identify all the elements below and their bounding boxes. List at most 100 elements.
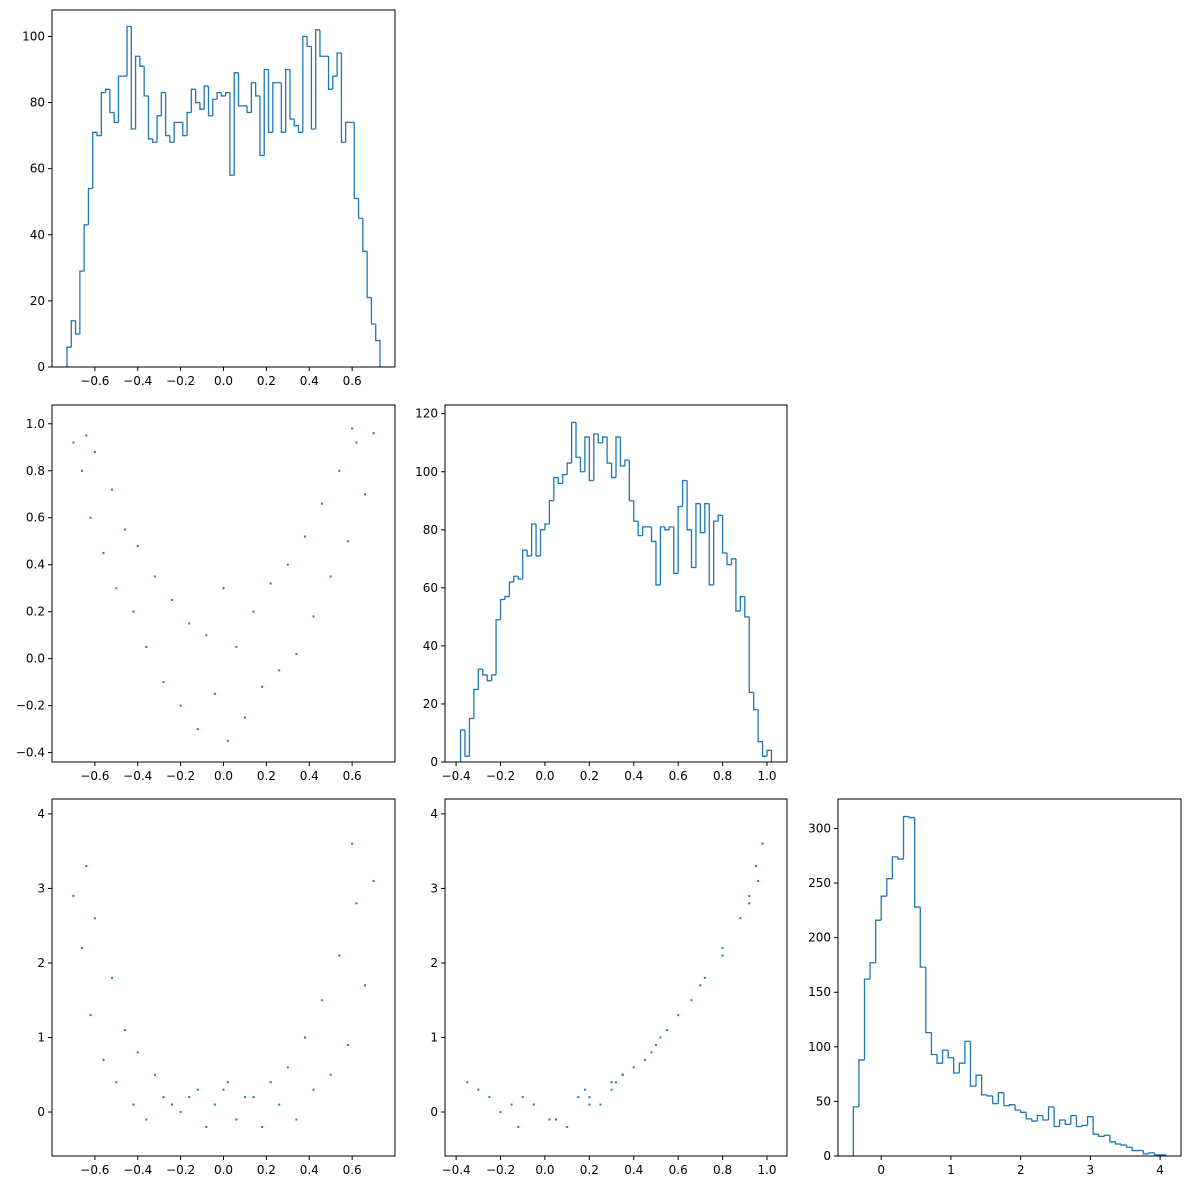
- x-tick-label: −0.6: [80, 769, 109, 783]
- scatter-point: [243, 1096, 246, 1099]
- y-tick-label: 0.2: [26, 605, 45, 619]
- histogram-bin: [597, 434, 603, 444]
- scatter-point: [488, 1096, 491, 1099]
- histogram-bin: [310, 46, 316, 130]
- scatter-point: [269, 582, 272, 585]
- histogram-bin: [1047, 1106, 1055, 1120]
- scatter-point: [521, 1096, 524, 1099]
- histogram-bin: [370, 297, 376, 325]
- histogram-bin: [293, 119, 299, 127]
- histogram-bin: [914, 817, 921, 908]
- histogram-bin: [619, 436, 625, 467]
- scatter-point: [72, 441, 75, 444]
- y-tick-label: 0: [430, 1105, 438, 1119]
- histogram-bin: [852, 1106, 859, 1156]
- histogram-bin: [117, 75, 123, 123]
- histogram-bin: [681, 479, 688, 507]
- histogram-bin: [272, 82, 278, 133]
- y-tick-label: 40: [30, 228, 45, 242]
- histogram-bin: [216, 91, 222, 100]
- histogram-bin: [668, 526, 674, 530]
- histogram-bin: [1120, 1143, 1127, 1146]
- y-tick-label: 0.6: [26, 511, 45, 525]
- histogram-bin: [980, 1075, 988, 1096]
- histogram-bin: [997, 1092, 1004, 1104]
- histogram-bin: [548, 500, 554, 524]
- scatter-point: [179, 1111, 182, 1114]
- scatter-point: [102, 1058, 105, 1061]
- histogram-bin: [637, 521, 643, 537]
- y-tick-label: 100: [808, 1040, 831, 1054]
- x-tick-label: −0.2: [166, 1163, 195, 1177]
- histogram-bin: [375, 324, 381, 367]
- y-tick-label: 2: [37, 956, 45, 970]
- histogram-bin: [766, 749, 773, 762]
- histogram-bin: [1036, 1114, 1043, 1122]
- histogram-bin: [874, 919, 882, 963]
- histogram-bin: [593, 433, 599, 481]
- x-tick-label: 0.4: [300, 1163, 319, 1177]
- histogram-bin: [610, 463, 616, 479]
- histogram-bin: [499, 598, 505, 620]
- scatter-point: [81, 947, 84, 950]
- histogram-bin: [739, 595, 745, 612]
- scatter-point: [235, 645, 238, 648]
- y-tick-label: 20: [30, 294, 45, 308]
- histogram-bin: [139, 56, 145, 67]
- scatter-point: [666, 1029, 669, 1032]
- histogram-bin: [925, 967, 932, 1034]
- x-tick-label: 0.6: [669, 769, 688, 783]
- histogram-bin: [690, 529, 696, 569]
- histogram-bin: [964, 1040, 971, 1064]
- histogram-bin: [1103, 1134, 1110, 1137]
- histogram-bin: [1086, 1116, 1094, 1126]
- y-tick-label: 0: [823, 1149, 831, 1163]
- histogram-bin: [1031, 1118, 1038, 1122]
- histogram-bin: [992, 1095, 999, 1105]
- scatter-point: [757, 879, 760, 882]
- scatter-point: [643, 1058, 646, 1061]
- histogram-bin: [730, 558, 736, 565]
- x-tick-label: −0.4: [123, 769, 152, 783]
- x-tick-label: 0.8: [713, 1163, 732, 1177]
- scatter-point: [583, 1088, 586, 1091]
- x-tick-label: 0.4: [300, 374, 319, 388]
- x-tick-label: 0.4: [624, 769, 643, 783]
- scatter-point: [72, 894, 75, 897]
- histogram-bin: [919, 907, 926, 968]
- histogram-bin: [1014, 1104, 1021, 1111]
- scatter-point: [226, 1081, 229, 1084]
- histogram-bin: [182, 122, 188, 137]
- histogram-bin: [199, 102, 205, 110]
- scatter-point: [761, 842, 764, 845]
- histogram-bin: [869, 962, 876, 980]
- scatter-point: [321, 502, 324, 505]
- y-tick-label: 0: [430, 755, 438, 769]
- histogram-bin: [504, 595, 510, 600]
- y-tick-label: 4: [430, 807, 438, 821]
- scatter-point: [338, 469, 341, 472]
- y-tick-label: 50: [816, 1094, 831, 1108]
- y-tick-label: 0.0: [26, 652, 45, 666]
- y-tick-label: −0.4: [16, 746, 45, 760]
- scatter-point: [363, 493, 366, 496]
- histogram-bin: [255, 82, 260, 97]
- scatter-point: [355, 902, 358, 905]
- histogram-bin: [357, 198, 363, 219]
- histogram-bin: [336, 52, 342, 77]
- histogram-bin: [699, 503, 705, 534]
- histogram-bin: [486, 674, 492, 682]
- scatter-point: [610, 1088, 613, 1091]
- histogram-bin: [602, 436, 608, 443]
- y-tick-label: 60: [423, 581, 438, 595]
- scatter-point: [235, 1118, 238, 1121]
- histogram-bin: [615, 436, 621, 478]
- scatter-point: [363, 984, 366, 987]
- scatter-point: [179, 704, 182, 707]
- scatter-point: [162, 681, 165, 684]
- scatter-point: [351, 842, 354, 845]
- scatter-point: [222, 1088, 225, 1091]
- histogram-bin: [655, 541, 661, 586]
- histogram-bin: [143, 66, 149, 97]
